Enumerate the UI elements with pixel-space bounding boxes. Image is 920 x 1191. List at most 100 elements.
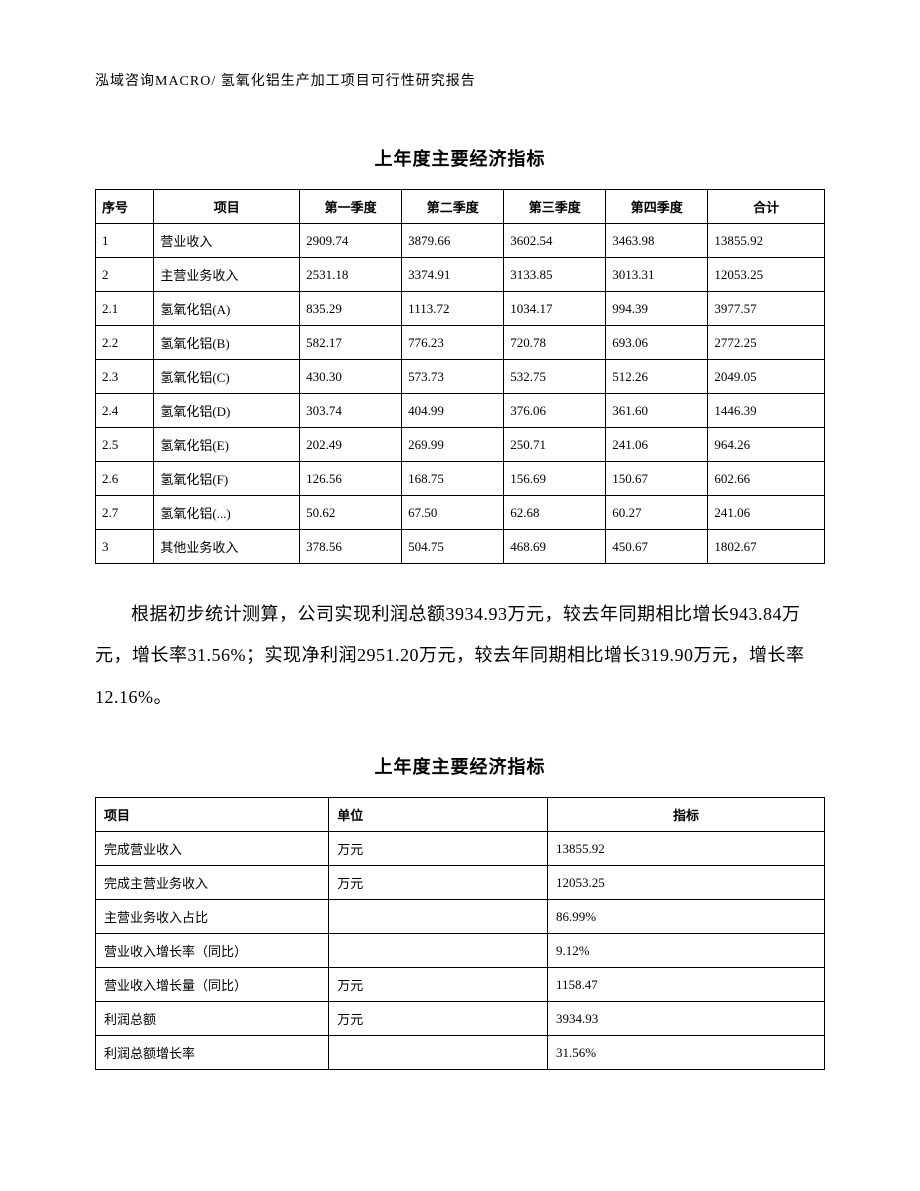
table-cell: 376.06 [504,394,606,428]
table-cell: 2.4 [96,394,154,428]
table-cell: 氢氧化铝(C) [154,360,300,394]
table1-quarterly-indicators: 序号 项目 第一季度 第二季度 第三季度 第四季度 合计 1营业收入2909.7… [95,189,825,564]
table-cell: 利润总额增长率 [96,1036,329,1070]
table2-col-value: 指标 [547,798,824,832]
table-cell: 512.26 [606,360,708,394]
table1-col-total: 合计 [708,190,825,224]
table-cell: 万元 [329,1002,548,1036]
table1-col-item: 项目 [154,190,300,224]
table-cell: 2.6 [96,462,154,496]
table-cell: 3602.54 [504,224,606,258]
table-cell: 2049.05 [708,360,825,394]
table-cell [329,900,548,934]
table-cell: 1 [96,224,154,258]
table-cell: 126.56 [300,462,402,496]
table-cell: 1113.72 [402,292,504,326]
table-cell: 氢氧化铝(D) [154,394,300,428]
table-cell: 450.67 [606,530,708,564]
table-cell: 13855.92 [708,224,825,258]
table1-col-q1: 第一季度 [300,190,402,224]
table-cell: 250.71 [504,428,606,462]
table1-body: 1营业收入2909.743879.663602.543463.9813855.9… [96,224,825,564]
table-row: 主营业务收入占比 86.99% [96,900,825,934]
table-cell: 378.56 [300,530,402,564]
table-cell: 835.29 [300,292,402,326]
table-cell [329,934,548,968]
table-cell: 1802.67 [708,530,825,564]
table2-body: 完成营业收入万元13855.92完成主营业务收入万元12053.25主营业务收入… [96,832,825,1070]
table-cell [329,1036,548,1070]
table-row: 1营业收入2909.743879.663602.543463.9813855.9… [96,224,825,258]
header-doc-title: 氢氧化铝生产加工项目可行性研究报告 [221,74,476,89]
table-cell: 776.23 [402,326,504,360]
table-cell: 2.1 [96,292,154,326]
table-cell: 3013.31 [606,258,708,292]
table1-col-seq: 序号 [96,190,154,224]
table-cell: 60.27 [606,496,708,530]
table-cell: 营业收入 [154,224,300,258]
table2-title: 上年度主要经济指标 [95,753,825,779]
table-cell: 3977.57 [708,292,825,326]
table-cell: 2 [96,258,154,292]
table-row: 3其他业务收入378.56504.75468.69450.671802.67 [96,530,825,564]
table-cell: 3463.98 [606,224,708,258]
table-cell: 2772.25 [708,326,825,360]
table-cell: 156.69 [504,462,606,496]
table-row: 2.4氢氧化铝(D)303.74404.99376.06361.601446.3… [96,394,825,428]
table-cell: 67.50 [402,496,504,530]
table-cell: 完成营业收入 [96,832,329,866]
table-cell: 氢氧化铝(F) [154,462,300,496]
table-cell: 主营业务收入 [154,258,300,292]
table-cell: 1034.17 [504,292,606,326]
table-cell: 2.5 [96,428,154,462]
table-row: 完成营业收入万元13855.92 [96,832,825,866]
table-cell: 468.69 [504,530,606,564]
table-cell: 2909.74 [300,224,402,258]
table-row: 营业收入增长率（同比） 9.12% [96,934,825,968]
table-row: 利润总额万元3934.93 [96,1002,825,1036]
table1-col-q4: 第四季度 [606,190,708,224]
table-cell: 利润总额 [96,1002,329,1036]
table-cell: 万元 [329,832,548,866]
table-cell: 202.49 [300,428,402,462]
header-company: 泓域咨询MACRO/ [95,74,216,89]
table-cell: 693.06 [606,326,708,360]
table-cell: 2.2 [96,326,154,360]
table1-col-q3: 第三季度 [504,190,606,224]
table-cell: 12053.25 [708,258,825,292]
table2-summary-indicators: 项目 单位 指标 完成营业收入万元13855.92完成主营业务收入万元12053… [95,797,825,1070]
table1-title: 上年度主要经济指标 [95,145,825,171]
table-cell: 9.12% [547,934,824,968]
table-row: 完成主营业务收入万元12053.25 [96,866,825,900]
table-cell: 3133.85 [504,258,606,292]
table-cell: 532.75 [504,360,606,394]
table-cell: 3934.93 [547,1002,824,1036]
table-cell: 营业收入增长率（同比） [96,934,329,968]
table-cell: 150.67 [606,462,708,496]
table-cell: 964.26 [708,428,825,462]
table-cell: 主营业务收入占比 [96,900,329,934]
table-cell: 269.99 [402,428,504,462]
table-row: 营业收入增长量（同比）万元1158.47 [96,968,825,1002]
table1-col-q2: 第二季度 [402,190,504,224]
table-cell: 2.3 [96,360,154,394]
table-cell: 1158.47 [547,968,824,1002]
table-cell: 氢氧化铝(B) [154,326,300,360]
table-cell: 氢氧化铝(A) [154,292,300,326]
table-cell: 12053.25 [547,866,824,900]
table-cell: 303.74 [300,394,402,428]
table-cell: 573.73 [402,360,504,394]
table-row: 2.7氢氧化铝(...)50.6267.5062.6860.27241.06 [96,496,825,530]
table2-header-row: 项目 单位 指标 [96,798,825,832]
table-cell: 1446.39 [708,394,825,428]
table-cell: 50.62 [300,496,402,530]
table-row: 2.1氢氧化铝(A)835.291113.721034.17994.393977… [96,292,825,326]
table-cell: 241.06 [606,428,708,462]
table-row: 利润总额增长率31.56% [96,1036,825,1070]
table2-col-unit: 单位 [329,798,548,832]
table2-col-item: 项目 [96,798,329,832]
table-cell: 万元 [329,968,548,1002]
table-cell: 氢氧化铝(E) [154,428,300,462]
table-cell: 86.99% [547,900,824,934]
table-cell: 氢氧化铝(...) [154,496,300,530]
